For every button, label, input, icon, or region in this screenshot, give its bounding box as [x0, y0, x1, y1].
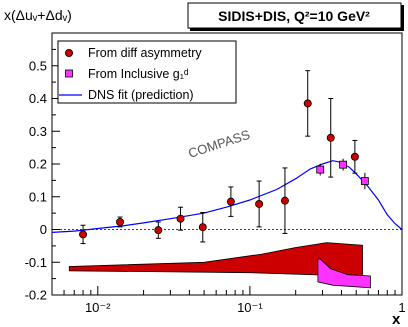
y-tick-label: 0.1	[29, 189, 47, 204]
legend-label-fit: DNS fit (prediction)	[88, 88, 194, 102]
title-box-frame	[187, 2, 402, 29]
point-diff-5	[226, 197, 235, 206]
axis-ticks: -0.2 -0.1 0 0.1 0.2 0.3 0.4 0.5 10⁻² 10⁻¹ 1	[25, 32, 406, 315]
y-tick-label: 0	[40, 222, 47, 237]
chart-title: SIDIS+DIS, Q²=10 GeV²	[218, 8, 370, 24]
x-axis-label: x	[392, 311, 401, 327]
x-tick-label: 1	[398, 300, 405, 315]
point-inclusive-2	[360, 177, 369, 185]
legend-label-diff: From diff asymmetry	[88, 46, 202, 60]
x-tick-label: 10⁻¹	[237, 300, 263, 315]
point-diff-3	[176, 214, 185, 223]
y-tick-label: 0.3	[29, 124, 47, 139]
y-axis-label: x(Δuᵥ+Δdᵥ)	[4, 7, 72, 23]
point-diff-2	[154, 226, 163, 235]
legend-label-inclusive: From Inclusive g₁ᵈ	[88, 67, 189, 81]
point-diff-6	[255, 199, 264, 208]
y-tick-label: -0.1	[25, 255, 47, 270]
data-points	[79, 99, 369, 239]
systematic-band-0	[68, 242, 363, 276]
legend: From diff asymmetry From Inclusive g₁ᵈ D…	[57, 40, 237, 104]
legend-frame	[57, 40, 237, 104]
y-tick-label: -0.2	[25, 288, 47, 303]
point-diff-4	[198, 223, 207, 232]
title-box: SIDIS+DIS, Q²=10 GeV²	[187, 2, 404, 31]
point-diff-7	[280, 196, 289, 205]
point-diff-8	[303, 99, 312, 108]
point-diff-1	[116, 217, 125, 226]
point-inclusive-1	[339, 160, 348, 169]
legend-marker-inclusive	[65, 69, 73, 78]
legend-marker-diff	[65, 49, 74, 58]
y-tick-label: 0.2	[29, 157, 47, 172]
annotation-compass: COMPASS	[186, 127, 252, 161]
x-tick-label: 10⁻²	[85, 300, 111, 315]
systematic-band-1	[317, 258, 371, 289]
fit-layer	[51, 160, 403, 233]
point-diff-0	[79, 230, 88, 239]
y-tick-label: 0.4	[29, 91, 47, 106]
point-diff-10	[350, 152, 359, 161]
point-inclusive-0	[316, 165, 325, 174]
y-tick-label: 0.5	[29, 58, 47, 73]
systematic-bands	[68, 242, 371, 289]
point-diff-9	[326, 133, 335, 142]
fit-curve	[51, 160, 403, 233]
